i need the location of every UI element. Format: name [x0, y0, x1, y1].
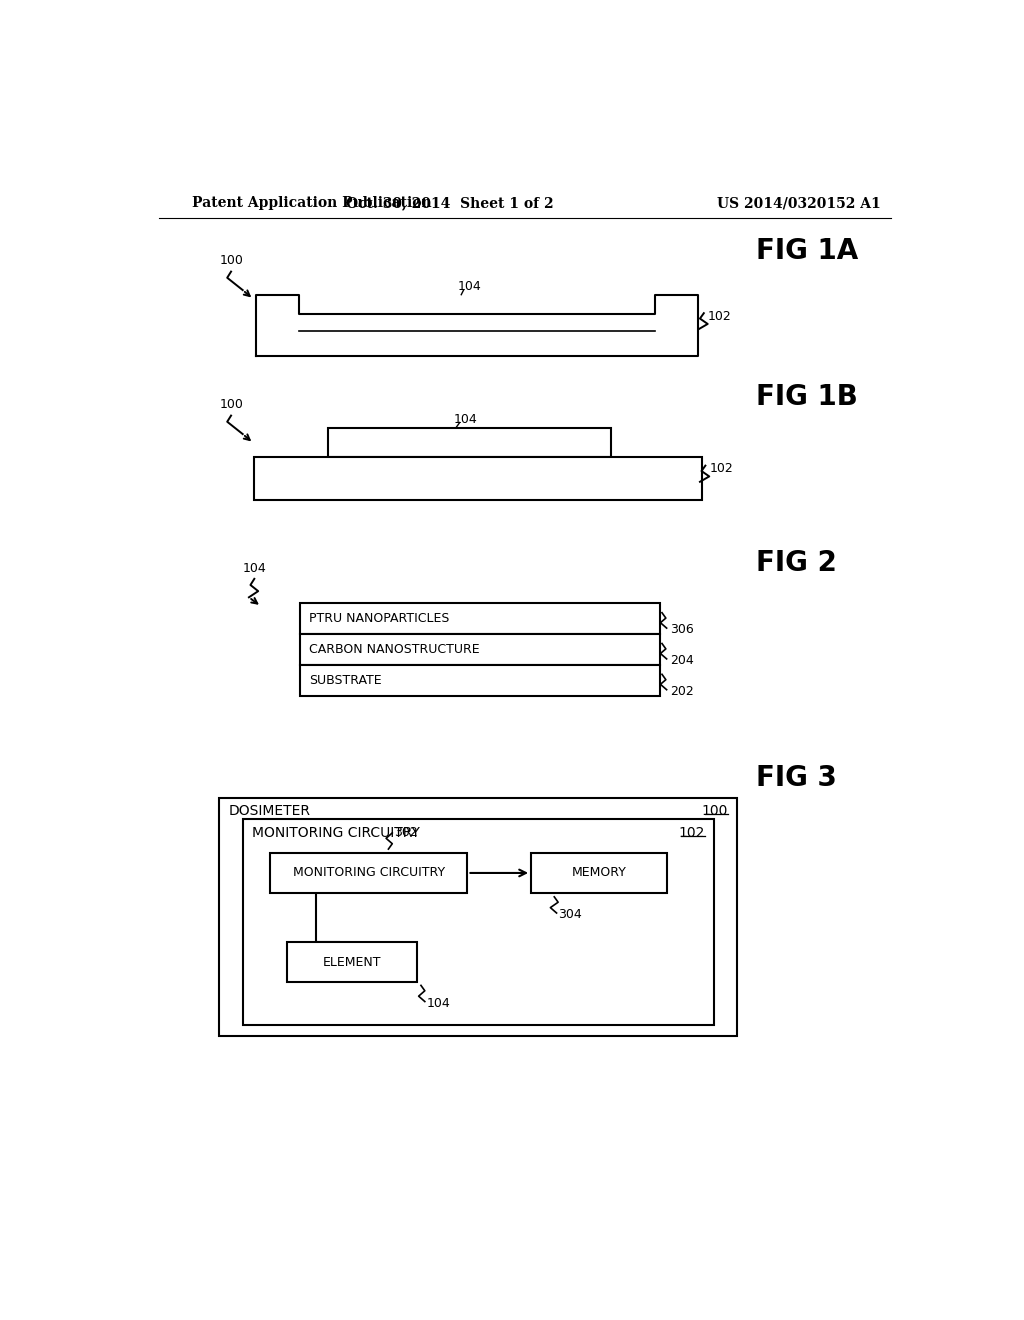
Bar: [254, 457, 702, 499]
Text: DOSIMETER: DOSIMETER: [228, 804, 310, 818]
Text: PTRU NANOPARTICLES: PTRU NANOPARTICLES: [309, 612, 450, 626]
Bar: [243, 818, 714, 1026]
Text: 304: 304: [558, 908, 582, 921]
Text: ELEMENT: ELEMENT: [323, 956, 381, 969]
Text: FIG 3: FIG 3: [756, 764, 837, 792]
Text: 100: 100: [219, 255, 244, 268]
Text: 102: 102: [710, 462, 733, 475]
Text: 104: 104: [454, 413, 477, 426]
Text: 202: 202: [670, 685, 693, 698]
Text: 102: 102: [678, 826, 705, 840]
Text: 104: 104: [243, 561, 266, 574]
Bar: [328, 428, 611, 457]
Text: MONITORING CIRCUITRY: MONITORING CIRCUITRY: [252, 826, 420, 840]
Text: 302: 302: [394, 825, 418, 838]
Text: US 2014/0320152 A1: US 2014/0320152 A1: [717, 197, 881, 210]
Text: 104: 104: [426, 998, 451, 1010]
Text: 104: 104: [458, 280, 481, 293]
Text: Oct. 30, 2014  Sheet 1 of 2: Oct. 30, 2014 Sheet 1 of 2: [346, 197, 553, 210]
Text: FIG 1A: FIG 1A: [756, 236, 858, 265]
Text: FIG 1B: FIG 1B: [756, 383, 858, 411]
Text: FIG 2: FIG 2: [756, 549, 837, 577]
Bar: [300, 635, 660, 665]
Text: 306: 306: [670, 623, 693, 636]
Text: 100: 100: [219, 399, 244, 412]
Bar: [287, 942, 417, 982]
Text: 204: 204: [670, 653, 693, 667]
Text: 100: 100: [701, 804, 728, 818]
Bar: [300, 603, 660, 635]
Text: Patent Application Publication: Patent Application Publication: [191, 197, 431, 210]
Text: MONITORING CIRCUITRY: MONITORING CIRCUITRY: [293, 866, 444, 879]
Text: MEMORY: MEMORY: [571, 866, 627, 879]
Text: SUBSTRATE: SUBSTRATE: [309, 675, 382, 686]
Bar: [219, 797, 737, 1036]
Text: CARBON NANOSTRUCTURE: CARBON NANOSTRUCTURE: [309, 643, 480, 656]
Bar: [300, 665, 660, 696]
Text: 102: 102: [708, 310, 731, 323]
Bar: [270, 853, 467, 892]
Bar: [531, 853, 667, 892]
Polygon shape: [256, 294, 697, 356]
